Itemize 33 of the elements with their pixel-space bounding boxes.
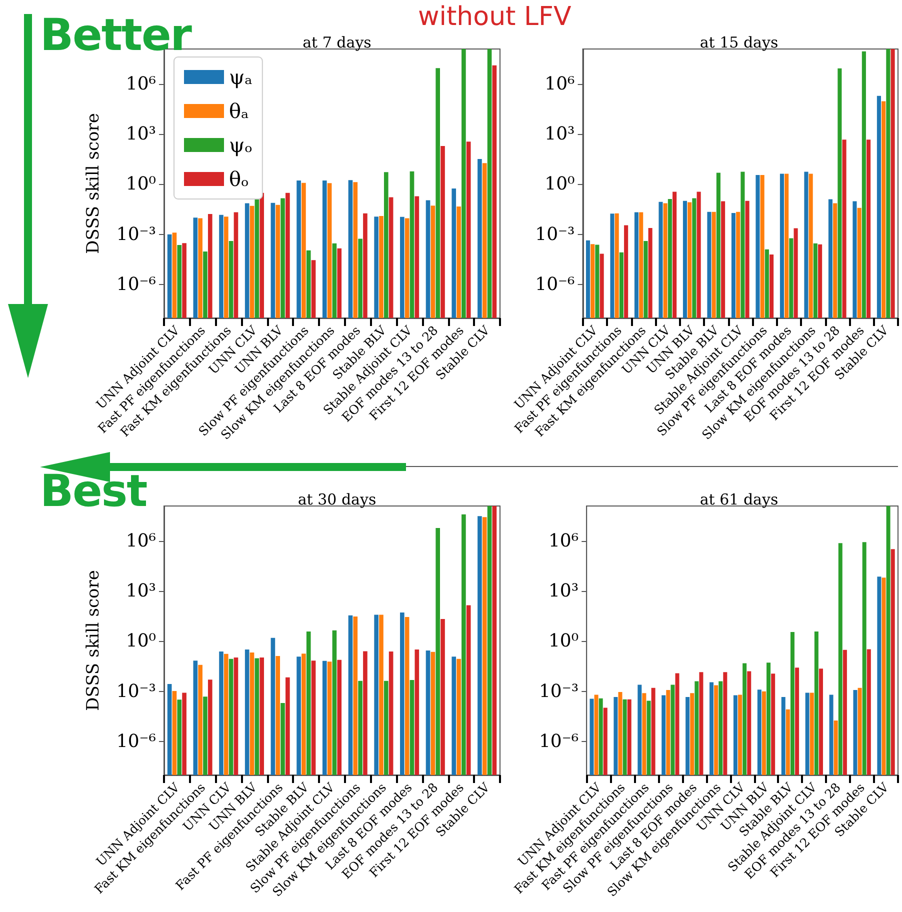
y-tick-label: 10³ — [126, 580, 156, 602]
y-tick-label: 10³ — [126, 123, 156, 144]
legend-label: θₒ — [229, 167, 249, 191]
y-tick-label: 10⁻³ — [116, 680, 156, 702]
y-tick-label: 10⁶ — [126, 530, 156, 552]
y-tick-label: 10³ — [548, 580, 579, 602]
text: Best — [40, 466, 147, 517]
y-tick-label: 10⁻³ — [535, 224, 575, 245]
text: without LFV — [418, 2, 572, 32]
chart-title: at 7 days — [302, 34, 372, 52]
legend-label: θₐ — [229, 99, 250, 123]
y-tick-label: 10⁶ — [126, 73, 156, 94]
y-tick-label: 10⁻⁶ — [116, 274, 156, 296]
y-tick-label: 10⁻⁶ — [535, 274, 575, 296]
chart-title: at 30 days — [298, 490, 376, 508]
y-tick-label: 10⁻⁶ — [538, 731, 579, 752]
y-tick-label: 10⁶ — [544, 73, 575, 94]
y-tick-label: 10⁰ — [126, 630, 156, 652]
y-tick-label: 10⁰ — [126, 174, 156, 195]
y-tick-label: 10⁶ — [548, 530, 579, 552]
y-axis-title: DSSS skill score — [84, 570, 104, 711]
legend-label: ψₒ — [229, 133, 252, 157]
y-tick-label: 10⁰ — [544, 174, 575, 195]
y-tick-label: 10⁰ — [548, 630, 579, 652]
y-tick-label: 10³ — [544, 123, 575, 144]
y-tick-label: 10⁻³ — [538, 680, 579, 702]
y-tick-label: 10⁻³ — [116, 224, 156, 245]
y-tick-label: 10⁻⁶ — [116, 731, 156, 752]
annotation: Better — [40, 10, 191, 61]
y-axis-title: DSSS skill score — [84, 113, 104, 254]
chart-title: at 61 days — [700, 490, 778, 508]
legend-label: ψₐ — [229, 65, 253, 89]
chart-title: at 15 days — [700, 34, 778, 52]
